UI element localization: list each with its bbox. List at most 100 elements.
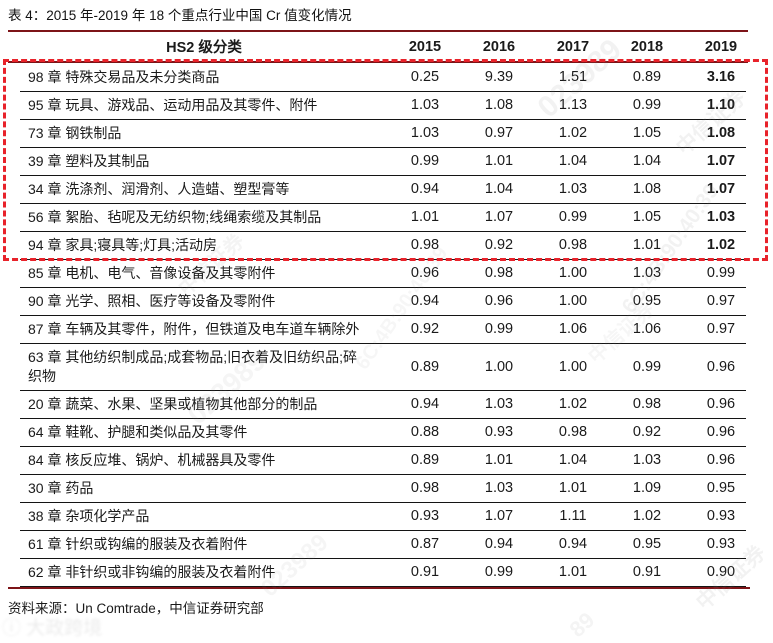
cell-2019: 0.97 <box>706 321 736 337</box>
cell-2017: 1.01 <box>558 480 588 496</box>
cell-2015: 0.87 <box>410 536 440 552</box>
cell-2016: 0.98 <box>484 265 514 281</box>
cell-2017: 0.98 <box>558 424 588 440</box>
row-label: 64 章 鞋靴、护腿和类似品及其零件 <box>28 423 248 440</box>
cell-2016: 0.99 <box>484 564 514 580</box>
cell-2019: 0.96 <box>706 452 736 468</box>
cell-2015: 0.92 <box>410 321 440 337</box>
row-label: 94 章 家具;寝具等;灯具;活动房 <box>28 236 218 253</box>
cell-2018: 0.92 <box>632 424 662 440</box>
row-label: 56 章 絮胎、毡呢及无纺织物;线绳索缆及其制品 <box>28 208 322 225</box>
row-label: 84 章 核反应堆、锅炉、机械器具及零件 <box>28 451 276 468</box>
row-label: 39 章 塑料及其制品 <box>28 152 150 169</box>
cell-2018: 1.05 <box>632 125 662 141</box>
cell-2016: 1.03 <box>484 396 514 412</box>
cell-2016: 1.03 <box>484 480 514 496</box>
cell-2015: 1.03 <box>410 97 440 113</box>
cell-2016: 1.07 <box>484 508 514 524</box>
cell-2015: 0.89 <box>410 358 440 375</box>
cell-2015: 0.94 <box>410 181 440 197</box>
cell-2016: 1.01 <box>484 452 514 468</box>
cell-2015: 0.89 <box>410 452 440 468</box>
cell-2016: 1.08 <box>484 97 514 113</box>
table-row: 39 章 塑料及其制品 0.99 1.01 1.04 1.04 1.07 <box>20 147 758 176</box>
cell-2017: 1.01 <box>558 564 588 580</box>
cell-2018: 1.05 <box>632 209 662 225</box>
cell-2017: 0.94 <box>558 536 588 552</box>
cell-2018: 0.99 <box>632 97 662 113</box>
column-header-2019: 2019 <box>704 38 738 55</box>
table-row: 56 章 絮胎、毡呢及无纺织物;线绳索缆及其制品 1.01 1.07 0.99 1.0… <box>20 203 758 232</box>
header-rule <box>8 61 748 63</box>
cell-2017: 1.02 <box>558 396 588 412</box>
cell-2018: 1.01 <box>632 237 662 253</box>
cell-2019: 0.90 <box>706 564 736 580</box>
title-rule <box>8 30 748 32</box>
column-header-2015: 2015 <box>408 38 442 55</box>
cell-2018: 1.08 <box>632 181 662 197</box>
cell-2016: 0.94 <box>484 536 514 552</box>
table-row: 64 章 鞋靴、护腿和类似品及其零件 0.88 0.93 0.98 0.92 0.96 <box>20 418 758 447</box>
cell-2019: 0.93 <box>706 508 736 524</box>
cell-2018: 1.09 <box>632 480 662 496</box>
cell-2019: 1.02 <box>706 237 736 253</box>
column-header-hs2: HS2 级分类 <box>166 40 242 56</box>
table-row: 90 章 光学、照相、医疗等设备及零附件 0.94 0.96 1.00 0.95 0.9… <box>20 287 758 316</box>
table-header-row: HS2 级分类 2015 2016 2017 2018 2019 <box>20 32 758 61</box>
cell-2019: 0.96 <box>706 424 736 440</box>
cell-2015: 0.94 <box>410 396 440 412</box>
cell-2017: 0.98 <box>558 237 588 253</box>
cell-2017: 1.13 <box>558 97 588 113</box>
cell-2016: 0.93 <box>484 424 514 440</box>
cell-2015: 0.96 <box>410 265 440 281</box>
table-row: 61 章 针织或钩编的服装及衣着附件 0.87 0.94 0.94 0.95 0.93 <box>20 530 758 559</box>
row-label: 87 章 车辆及其零件，附件，但铁道及电车道车辆除外 <box>28 320 360 337</box>
cell-2019: 1.07 <box>706 181 736 197</box>
row-label: 63 章 其他纺织制成品;成套物品;旧衣着及旧纺织品;碎织物 <box>28 348 358 384</box>
cell-2018: 1.06 <box>632 321 662 337</box>
cell-2018: 0.98 <box>632 396 662 412</box>
cr-value-table: HS2 级分类 2015 2016 2017 2018 2019 <box>20 32 758 61</box>
table-row: 94 章 家具;寝具等;灯具;活动房 0.98 0.92 0.98 1.01 1.02 <box>20 231 758 260</box>
table-row: 73 章 钢铁制品 1.03 0.97 1.02 1.05 1.08 <box>20 119 758 148</box>
cell-2016: 1.04 <box>484 181 514 197</box>
highlighted-rows-group: 98 章 特殊交易品及未分类商品 0.25 9.39 1.51 0.89 3.16 95… <box>3 59 768 261</box>
cell-2016: 1.01 <box>484 153 514 169</box>
table-row: 30 章 药品 0.98 1.03 1.01 1.09 0.95 <box>20 474 758 503</box>
row-label: 98 章 特殊交易品及未分类商品 <box>28 68 220 85</box>
cell-2015: 0.99 <box>410 153 440 169</box>
cell-2017: 1.00 <box>558 358 588 375</box>
cell-2015: 0.94 <box>410 293 440 309</box>
cell-2018: 0.89 <box>632 69 662 85</box>
cell-2015: 0.93 <box>410 508 440 524</box>
cell-2019: 3.16 <box>706 69 736 85</box>
column-header-2018: 2018 <box>630 38 664 55</box>
cell-2019: 1.07 <box>706 153 736 169</box>
cell-2019: 0.99 <box>706 265 736 281</box>
cell-2015: 0.91 <box>410 564 440 580</box>
cell-2019: 0.93 <box>706 536 736 552</box>
cell-2018: 0.99 <box>632 358 662 375</box>
cell-2019: 0.96 <box>706 358 736 375</box>
cell-2015: 0.98 <box>410 480 440 496</box>
cell-2016: 9.39 <box>484 69 514 85</box>
cell-2018: 1.02 <box>632 508 662 524</box>
cell-2017: 1.00 <box>558 293 588 309</box>
table-body: 85 章 电机、电气、音像设备及其零附件 0.96 0.98 1.00 1.03 0.9… <box>20 259 758 587</box>
cell-2016: 1.00 <box>484 358 514 375</box>
cell-2019: 0.97 <box>706 293 736 309</box>
cell-2016: 1.07 <box>484 209 514 225</box>
table-row: 63 章 其他纺织制成品;成套物品;旧衣着及旧纺织品;碎织物 0.89 1.00 1… <box>20 343 758 391</box>
cell-2017: 1.03 <box>558 181 588 197</box>
cell-2019: 0.96 <box>706 396 736 412</box>
table-row: 85 章 电机、电气、音像设备及其零附件 0.96 0.98 1.00 1.03 0.9… <box>20 259 758 288</box>
cell-2018: 1.03 <box>632 265 662 281</box>
table-row: 87 章 车辆及其零件，附件，但铁道及电车道车辆除外 0.92 0.99 1.06 1… <box>20 315 758 344</box>
cell-2018: 0.95 <box>632 536 662 552</box>
table-bottom-rule <box>8 587 750 589</box>
column-header-2016: 2016 <box>482 38 516 55</box>
cell-2017: 1.04 <box>558 153 588 169</box>
source-note: 资料来源：Un Comtrade，中信证券研究部 <box>8 601 264 616</box>
row-label: 95 章 玩具、游戏品、运动用品及其零件、附件 <box>28 96 318 113</box>
cell-2018: 1.03 <box>632 452 662 468</box>
